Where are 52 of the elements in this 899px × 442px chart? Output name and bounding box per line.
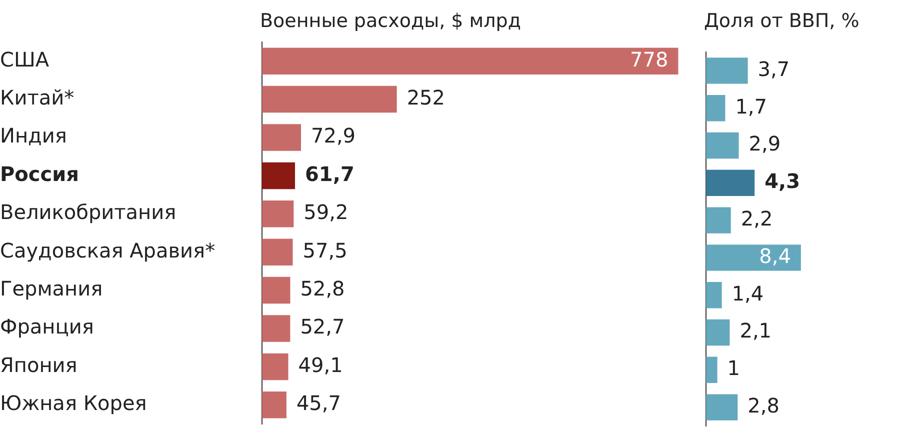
y-tick-label: Великобритания bbox=[0, 200, 176, 224]
bar bbox=[706, 58, 748, 84]
bar bbox=[262, 276, 290, 304]
bar bbox=[706, 394, 738, 420]
data-label: 2,9 bbox=[748, 132, 781, 156]
bar bbox=[262, 162, 296, 190]
bar bbox=[262, 238, 293, 266]
data-label: 49,1 bbox=[298, 352, 343, 377]
bar bbox=[706, 282, 722, 308]
chart-title: Военные расходы, $ млрд bbox=[260, 10, 521, 32]
bar bbox=[706, 95, 726, 122]
data-label: 2,2 bbox=[740, 206, 773, 231]
y-tick-label: Саудовская Аравия* bbox=[0, 238, 216, 262]
data-label: 61,7 bbox=[305, 162, 354, 186]
y-tick-label: Франция bbox=[0, 314, 94, 339]
bar bbox=[262, 86, 397, 113]
data-label: 4,3 bbox=[764, 169, 800, 194]
bar bbox=[706, 170, 755, 196]
data-label: 1,4 bbox=[732, 281, 764, 306]
data-label: 57,5 bbox=[302, 238, 348, 262]
bar bbox=[262, 315, 290, 342]
data-label: 3,7 bbox=[758, 56, 790, 81]
bar bbox=[706, 356, 718, 383]
data-label: 52,7 bbox=[300, 314, 345, 339]
y-tick-label: Россия bbox=[0, 162, 79, 186]
y-tick-label: США bbox=[0, 47, 50, 72]
y-tick-label: Индия bbox=[0, 124, 67, 148]
data-label: 778 bbox=[630, 47, 668, 72]
data-label: 52,8 bbox=[300, 276, 345, 301]
data-label: 1,7 bbox=[735, 94, 768, 118]
y-tick-label: Япония bbox=[0, 352, 78, 377]
bar bbox=[706, 207, 731, 234]
y-tick-label: Южная Корея bbox=[0, 391, 147, 416]
data-label: 72,9 bbox=[311, 124, 356, 148]
data-label: 8,4 bbox=[759, 244, 791, 268]
bar bbox=[706, 132, 739, 159]
bar bbox=[262, 124, 301, 151]
bar bbox=[706, 244, 801, 271]
bar bbox=[262, 200, 294, 228]
data-label: 252 bbox=[406, 86, 446, 110]
bar bbox=[262, 48, 678, 74]
bar bbox=[706, 319, 730, 346]
bar bbox=[262, 392, 286, 418]
data-label: 2,8 bbox=[748, 394, 780, 418]
bar bbox=[262, 353, 288, 380]
data-label: 45,7 bbox=[296, 391, 341, 416]
data-label: 59,2 bbox=[304, 200, 348, 224]
y-tick-label: Китай* bbox=[0, 86, 74, 110]
data-label: 2,1 bbox=[740, 318, 772, 343]
chart-title: Доля от ВВП, % bbox=[704, 10, 860, 32]
y-tick-label: Германия bbox=[0, 276, 103, 301]
data-label: 1 bbox=[727, 356, 740, 380]
